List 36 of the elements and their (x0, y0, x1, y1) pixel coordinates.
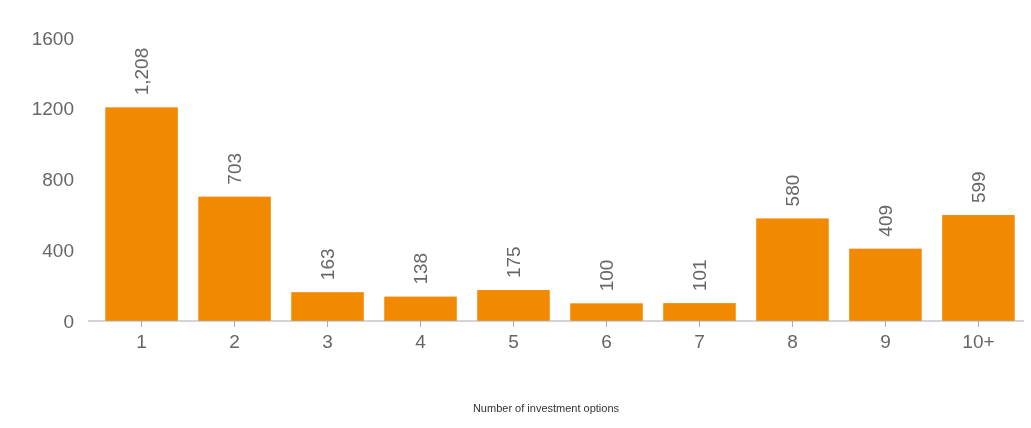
bar (105, 107, 178, 321)
x-tick-label: 8 (787, 331, 798, 352)
x-axis-title: Number of investment options (472, 402, 620, 414)
bar (477, 290, 550, 321)
bar (663, 303, 736, 321)
bar (756, 218, 829, 321)
data-label: 409 (875, 204, 897, 237)
data-label: 101 (689, 259, 711, 292)
bar (849, 248, 922, 321)
x-tick-label: 7 (694, 331, 705, 352)
data-label: 1,208 (131, 47, 153, 96)
bar (570, 303, 643, 321)
y-tick-label: 800 (42, 169, 74, 191)
x-tick-label: 4 (415, 331, 427, 352)
data-label: 100 (596, 259, 618, 292)
x-tick-label: 3 (322, 331, 333, 352)
y-tick-label: 1600 (31, 27, 74, 49)
data-label: 138 (410, 252, 432, 285)
data-label: 175 (503, 246, 525, 279)
x-tick-label: 5 (508, 331, 519, 352)
x-tick-label: 6 (601, 331, 612, 352)
y-tick-label: 1200 (31, 98, 74, 120)
data-label: 599 (968, 171, 990, 204)
x-tick-label: 9 (880, 331, 891, 352)
data-label: 703 (224, 152, 246, 185)
x-tick-label: 1 (136, 331, 147, 352)
x-tick-label: 2 (229, 331, 240, 352)
data-label: 163 (317, 248, 339, 281)
bar (942, 215, 1015, 321)
y-tick-label: 0 (63, 310, 74, 332)
bar (291, 292, 364, 321)
x-tick-label: 10+ (962, 331, 995, 352)
bar (384, 296, 457, 321)
bar (198, 196, 271, 321)
y-tick-label: 400 (42, 239, 74, 261)
data-label: 580 (782, 174, 804, 207)
